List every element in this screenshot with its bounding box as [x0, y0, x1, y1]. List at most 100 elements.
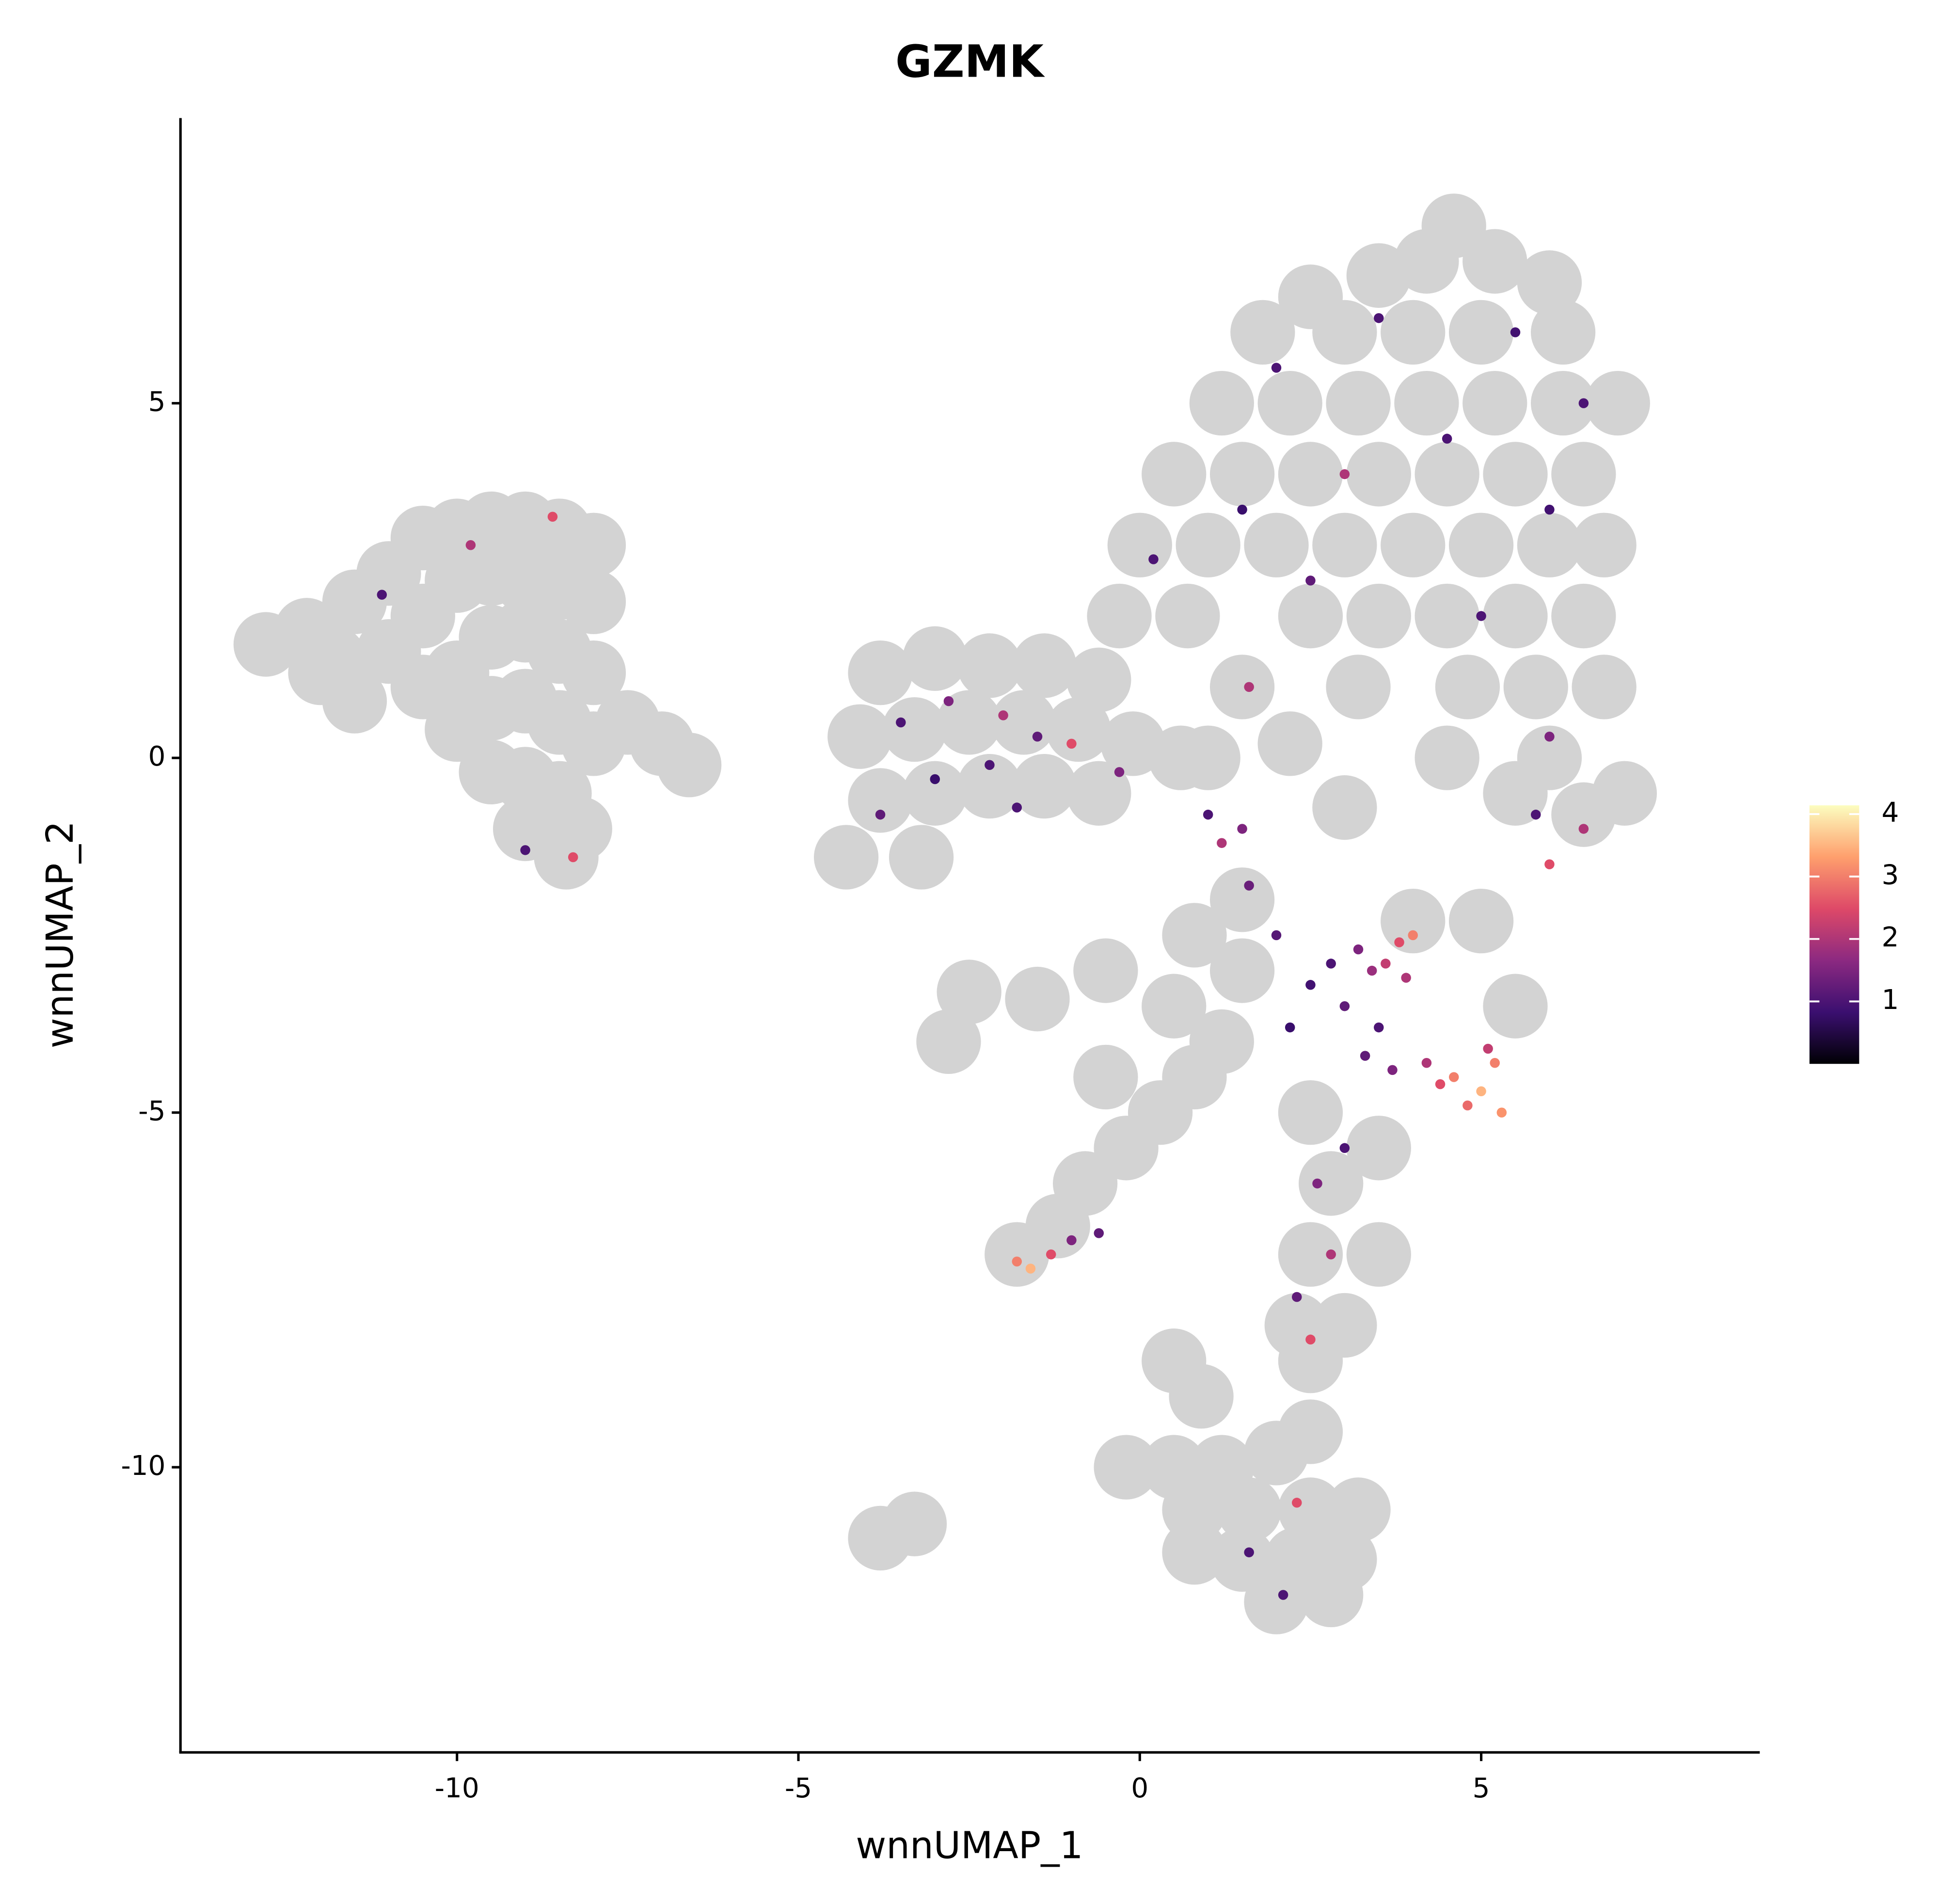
expressing-cell	[568, 852, 578, 863]
expressing-cell	[1148, 554, 1159, 564]
background-cell	[1012, 633, 1077, 698]
background-cell	[1462, 229, 1527, 294]
background-cell	[1503, 655, 1568, 720]
background-cell	[1209, 655, 1275, 720]
background-cell	[1394, 370, 1459, 436]
colorbar-tick-label: 2	[1881, 922, 1899, 953]
background-cell	[827, 704, 892, 769]
background-cell	[882, 1491, 947, 1556]
expressing-cell	[998, 710, 1008, 720]
expressing-cell	[1353, 944, 1364, 955]
expressing-cell	[1271, 930, 1282, 941]
background-cell	[1312, 775, 1377, 840]
background-cell	[657, 733, 722, 798]
expressing-cell	[1401, 973, 1411, 983]
expressing-cell	[547, 512, 558, 522]
expressing-cell	[1421, 1057, 1432, 1068]
background-cell	[848, 640, 913, 705]
background-cell	[889, 825, 954, 890]
background-cell	[903, 626, 968, 691]
expressing-cell	[1012, 802, 1022, 813]
y-tick-label: 0	[148, 741, 166, 772]
background-cell	[1176, 512, 1240, 577]
y-tick-label: -10	[121, 1450, 165, 1482]
background-cell	[1230, 300, 1295, 365]
background-cell	[1299, 1151, 1364, 1216]
background-cell	[1257, 370, 1322, 436]
background-cell	[1073, 938, 1138, 1003]
background-cell	[1209, 867, 1275, 932]
background-cell	[1278, 1222, 1343, 1287]
expressing-cell	[1490, 1057, 1500, 1068]
x-axis-title: wnnUMAP_1	[856, 1824, 1083, 1868]
background-cell	[1346, 243, 1411, 308]
colorbar-tick-label: 1	[1881, 984, 1899, 1016]
expressing-cell	[1025, 1264, 1036, 1274]
expressing-cell	[875, 809, 886, 820]
expressing-cell	[1510, 327, 1521, 337]
background-cell	[1209, 938, 1275, 1003]
background-cell	[1087, 583, 1152, 649]
background-cell	[1209, 442, 1275, 507]
background-cell	[1312, 300, 1377, 365]
background-cell	[1326, 1477, 1391, 1542]
background-cell	[1530, 300, 1596, 365]
expressing-cell	[1305, 1334, 1316, 1345]
colorbar-tick-label: 3	[1881, 859, 1899, 891]
expressing-cell	[1066, 738, 1077, 749]
expressing-cell	[1544, 732, 1555, 742]
expressing-cell	[1442, 433, 1452, 444]
expressing-cell	[1394, 937, 1404, 947]
y-axis-title: wnnUMAP_2	[39, 821, 82, 1048]
background-cell	[1107, 512, 1172, 577]
background-cell	[1448, 888, 1514, 954]
expressing-cell	[520, 845, 530, 855]
colorbar	[1809, 805, 1860, 1064]
x-tick-label: 5	[1473, 1773, 1490, 1804]
background-cell	[1346, 442, 1411, 507]
expressing-cell	[1012, 1256, 1022, 1267]
expressing-cell	[1435, 1079, 1446, 1089]
x-tick-label: -5	[785, 1773, 812, 1804]
background-cell	[1278, 1477, 1343, 1542]
background-cell	[1148, 725, 1213, 790]
expressing-cell	[1244, 1547, 1254, 1557]
background-cell	[991, 690, 1056, 755]
background-cell	[1066, 761, 1131, 826]
background-cell	[1162, 903, 1227, 968]
expressing-cell	[1374, 1022, 1384, 1033]
background-cell	[1155, 583, 1220, 649]
expressing-cell	[1381, 959, 1391, 969]
expressing-cell	[1032, 732, 1043, 742]
background-cell	[1217, 1477, 1282, 1542]
plot-area	[233, 193, 1657, 1634]
background-cell	[1517, 250, 1582, 315]
chart-title: GZMK	[895, 35, 1045, 88]
expressing-cell	[1408, 930, 1418, 941]
background-cell	[957, 754, 1022, 819]
background-cell	[1572, 512, 1637, 577]
expressing-cell	[1114, 767, 1125, 777]
background-cell	[1551, 782, 1616, 847]
expressing-cell	[1066, 1235, 1077, 1246]
background-cell	[882, 697, 947, 762]
expressing-cell	[1278, 1590, 1288, 1600]
background-cell	[1551, 442, 1616, 507]
background-cell	[1483, 761, 1548, 826]
background-cell	[1415, 442, 1479, 507]
background-cell	[1278, 1328, 1343, 1393]
background-cell	[1189, 1009, 1254, 1074]
expressing-cell	[1578, 824, 1589, 834]
expressing-cell	[1483, 1043, 1493, 1054]
background-cell	[1483, 442, 1548, 507]
background-cell	[1346, 1116, 1411, 1181]
background-cell	[1169, 1364, 1234, 1429]
expressing-cell	[465, 540, 476, 550]
background-cell	[1278, 442, 1343, 507]
background-cell	[1244, 512, 1309, 577]
background-cell	[1046, 697, 1111, 762]
x-tick-label: -10	[435, 1773, 479, 1804]
background-cell	[1415, 725, 1479, 790]
background-cell	[957, 633, 1022, 698]
